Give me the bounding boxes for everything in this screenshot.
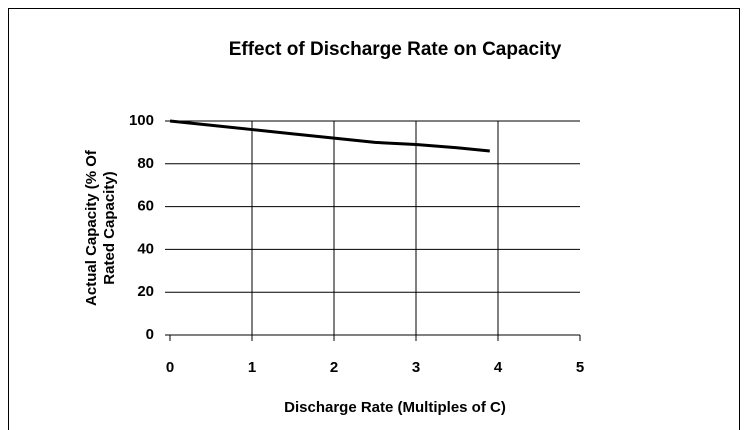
x-tick-label: 4 (494, 359, 503, 376)
y-tick-label: 100 (129, 112, 154, 129)
chart-border (8, 8, 740, 430)
data-line (169, 119, 490, 153)
y-tick-label: 80 (137, 155, 154, 172)
y-tick-label: 60 (137, 198, 154, 215)
x-tick-label: 3 (412, 359, 420, 376)
x-tick-label: 1 (248, 359, 256, 376)
x-tick-label: 5 (576, 359, 584, 376)
y-axis-label-line: Rated Capacity) (101, 171, 118, 284)
y-axis-label-line: Actual Capacity (% Of (83, 149, 100, 306)
y-tick-label: 40 (137, 240, 154, 257)
x-tick-label: 2 (330, 359, 338, 376)
y-axis-label: Actual Capacity (% Of Rated Capacity) (83, 149, 118, 306)
y-tick-label: 0 (146, 326, 154, 343)
y-tick-label: 20 (137, 283, 154, 300)
chart-title: Effect of Discharge Rate on Capacity (229, 39, 562, 60)
x-axis-label: Discharge Rate (Multiples of C) (284, 399, 506, 416)
x-tick-label: 0 (166, 359, 174, 376)
